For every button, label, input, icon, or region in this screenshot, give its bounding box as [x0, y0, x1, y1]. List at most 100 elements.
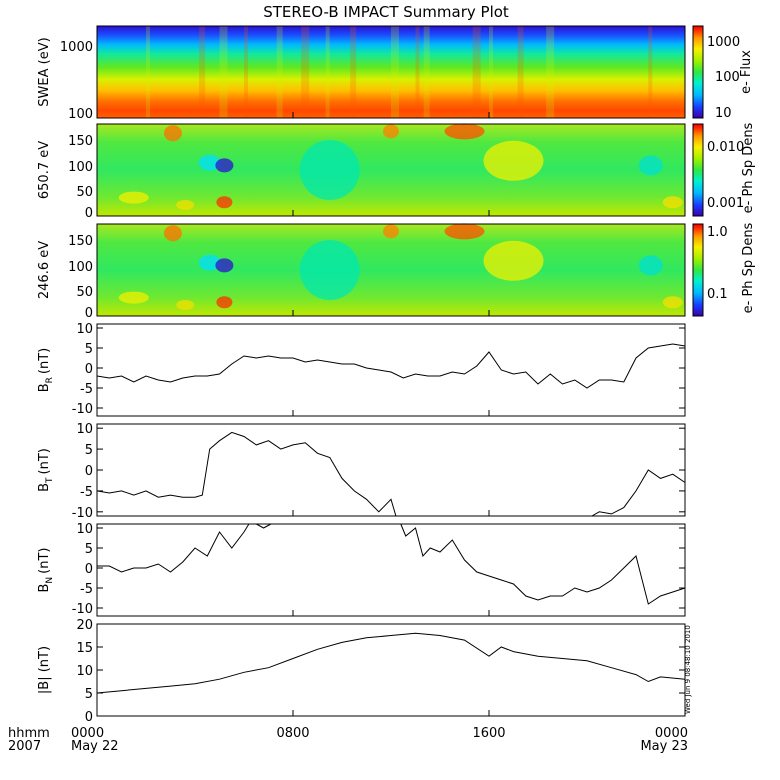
- swea-stripe: [244, 26, 248, 118]
- bt-ytick-label: 0: [85, 464, 93, 479]
- heatmap-blob: [444, 123, 485, 140]
- pad246-blobs: [118, 223, 683, 310]
- pad246-ytick-100: 100: [68, 260, 93, 275]
- bn-frame: [96, 523, 686, 617]
- br-ytick-label: -5: [80, 382, 93, 397]
- pad650-frame: [96, 123, 686, 217]
- pad650-blobs: [118, 123, 683, 210]
- time-tick-date: May 23: [640, 739, 688, 754]
- heatmap-blob: [638, 255, 663, 276]
- pad650-ylabel: 650.7 eV: [37, 141, 52, 199]
- swea-heatmap: [97, 26, 685, 118]
- bn-panel: BN (nT) 10 5 0 -5 -10: [37, 522, 686, 617]
- heatmap-blob: [118, 291, 149, 304]
- swea-stripes: [146, 26, 653, 118]
- pad650-cbar-tick-0010: 0.010: [707, 140, 744, 155]
- btot-ylabel: |B| (nT): [37, 646, 52, 694]
- br-ylabel-unit: (nT): [37, 348, 52, 374]
- swea-stripe: [517, 26, 524, 118]
- bt-ytick-label: -10: [72, 506, 93, 521]
- swea-cbar-tick-1000: 1000: [707, 35, 740, 50]
- btot-panel: |B| (nT) 20 15 10 5 0 Wed Jun 9 08:48:10 201…: [37, 618, 692, 725]
- swea-stripe: [648, 26, 653, 118]
- br-ylabel-b: B: [37, 383, 52, 392]
- bn-ytick-label: 10: [76, 522, 93, 537]
- swea-stripe: [546, 26, 555, 118]
- bn-yticks: 10 5 0 -5 -10: [72, 522, 685, 617]
- pad246-ytick-50: 50: [76, 285, 93, 300]
- pad246-cbar-label: e- Ph Sp Dens: [741, 222, 756, 313]
- br-panel: BR (nT) 10 5 0 -5 -10: [37, 322, 686, 417]
- heatmap-blob: [383, 224, 399, 239]
- swea-stripe: [472, 26, 481, 118]
- swea-ytick-100: 100: [68, 107, 93, 122]
- btot-ytick-label: 0: [85, 710, 93, 725]
- heatmap-blob: [163, 225, 182, 242]
- bt-yticks: 10 5 0 -5 -10: [72, 422, 685, 521]
- swea-stripe: [325, 26, 330, 118]
- bt-series-line: [591, 469, 686, 517]
- heatmap-blob: [662, 196, 683, 209]
- swea-stripe: [276, 26, 283, 118]
- bt-ytick-label: -5: [80, 485, 93, 500]
- btot-series-line: [96, 632, 686, 694]
- bn-series-line: [400, 523, 686, 605]
- pad650-ytick-0: 0: [85, 206, 93, 221]
- time-axis-row-label-1: hhmm: [8, 726, 50, 741]
- br-ylabel-sub: R: [45, 377, 55, 383]
- time-tick-label: 0000: [655, 726, 688, 741]
- heatmap-blob: [215, 258, 234, 273]
- swea-cbar-label: e- Flux: [739, 50, 754, 94]
- swea-frame: [96, 25, 686, 119]
- btot-frame: [96, 623, 686, 717]
- time-tick-date: May 22: [71, 739, 119, 754]
- heatmap-blob: [118, 191, 149, 204]
- heatmap-blob: [176, 299, 195, 310]
- swea-cbar-tick-100: 100: [715, 70, 740, 85]
- heatmap-blob: [483, 140, 544, 181]
- pad246-ytick-150: 150: [68, 234, 93, 249]
- pad650-cbar-label: e- Ph Sp Dens: [741, 122, 756, 213]
- pad246-heatmap: [97, 224, 685, 316]
- btot-ytick-label: 20: [76, 618, 93, 633]
- bt-panel: BT (nT) 10 5 0 -5 -10: [37, 422, 686, 521]
- btot-trace: [96, 632, 686, 694]
- time-axis-row-label-2: 2007: [8, 739, 41, 754]
- bt-ylabel-b: B: [37, 483, 52, 492]
- heatmap-blob: [216, 296, 233, 309]
- br-frame: [96, 323, 686, 417]
- swea-stripe: [423, 26, 430, 118]
- heatmap-blob: [215, 158, 234, 173]
- bn-ylabel-sub: N: [45, 577, 55, 584]
- bn-ytick-label: 0: [85, 562, 93, 577]
- bt-frame: [96, 423, 686, 517]
- heatmap-blob: [216, 196, 233, 209]
- pad650-panel: 650.7 eV 150 100 50 0 0.010 0.001 e- Ph …: [37, 122, 756, 221]
- heatmap-blob: [198, 254, 221, 271]
- pad246-ylabel: 246.6 eV: [37, 241, 52, 299]
- btot-ytick-label: 10: [76, 664, 93, 679]
- swea-stripe: [415, 26, 420, 118]
- swea-stripe: [219, 26, 228, 118]
- pad650-ytick-100: 100: [68, 160, 93, 175]
- heatmap-blob: [483, 240, 544, 281]
- br-ytick-label: 0: [85, 362, 93, 377]
- pad246-colorbar: [692, 223, 704, 317]
- swea-colorbar: [692, 25, 704, 119]
- bn-trace: [97, 523, 686, 605]
- swea-ylabel: SWEA (eV): [37, 37, 52, 106]
- heatmap-blob: [163, 125, 182, 142]
- swea-cbar-tick-10: 10: [715, 106, 732, 121]
- pad246-cbar-tick-01: 0.1: [707, 287, 728, 302]
- br-ylabel: BR (nT): [37, 348, 55, 393]
- pad246-ytick-0: 0: [85, 306, 93, 321]
- pad246-cbar-tick-10: 1.0: [707, 225, 728, 240]
- btot-ytick-label: 5: [85, 687, 93, 702]
- swea-stripe: [489, 26, 493, 118]
- pad246-frame: [96, 223, 686, 317]
- heatmap-blob: [299, 140, 360, 200]
- heatmap-blob: [444, 223, 485, 240]
- heatmap-blob: [383, 124, 399, 139]
- time-tick-label: 0000: [71, 726, 104, 741]
- swea-panel: SWEA (eV) 1000 100 1000 100 10 e- Flux: [37, 25, 754, 122]
